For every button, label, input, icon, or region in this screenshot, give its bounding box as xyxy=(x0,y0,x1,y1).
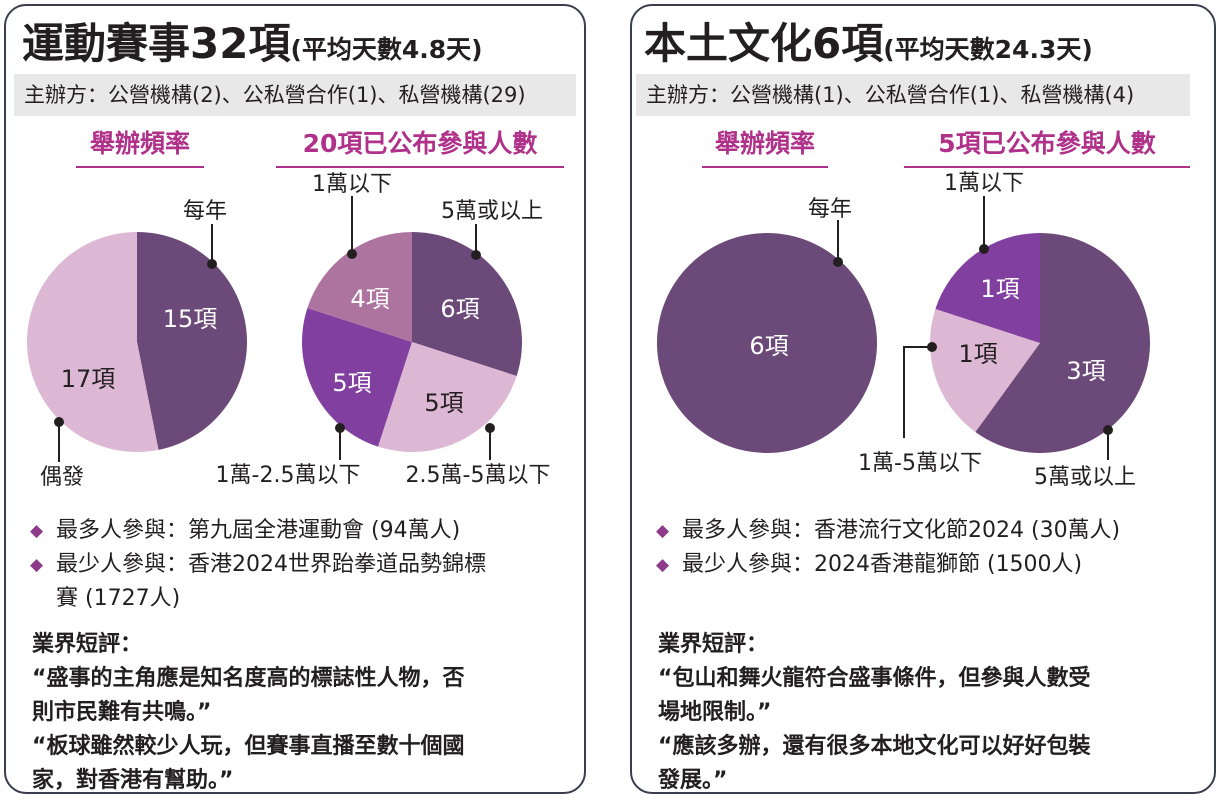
culture-frequency-category-label-0: 每年 xyxy=(808,197,852,222)
culture-frequency-leader-dot-0 xyxy=(833,257,843,267)
sports-highlights: ◆ 最多人參與：第九屆全港運動會 (94萬人) ◆ 最少人參與：香港2024世界跆拳… xyxy=(30,514,575,616)
sports-participants-category-label-0: 5萬或以上 xyxy=(441,199,543,224)
sports-frequency-category-label-0: 每年 xyxy=(183,199,227,224)
comment-line: 家，對香港有幫助。” xyxy=(32,768,234,793)
list-item: ◆ 最多人參與：香港流行文化節2024 (30萬人) xyxy=(656,514,1206,548)
culture-participants-slice-2 xyxy=(935,233,1040,343)
sports-participants-slice-2 xyxy=(302,308,412,447)
comment-line: 發展。” xyxy=(658,768,728,793)
culture-participants-value-label-0: 3項 xyxy=(1066,357,1105,385)
sports-participants-value-label-3: 4項 xyxy=(350,285,389,313)
sports-participants-value-label-0: 6項 xyxy=(440,295,479,323)
sports-title-main: 運動賽事32項 xyxy=(22,19,291,68)
list-item: ◆ 最多人參與：第九屆全港運動會 (94萬人) xyxy=(30,514,575,548)
sports-participants-slice-0 xyxy=(412,232,522,376)
culture-title-main: 本土文化6項 xyxy=(644,19,884,68)
culture-title-sub: (平均天數24.3天) xyxy=(883,35,1093,64)
comment-line: “盛事的主角應是知名度高的標誌性人物，否 xyxy=(32,666,465,691)
list-item: ◆ 最少人參與：香港2024世界跆拳道品勢錦標賽 (1727人) xyxy=(30,548,575,616)
sports-participants-leader-dot-0 xyxy=(471,250,481,260)
comments-heading: 業界短評： xyxy=(32,632,143,657)
sports-participants-category-label-2: 1萬-2.5萬以下 xyxy=(216,463,361,488)
sports-participants-slice-1 xyxy=(378,342,517,452)
culture-frequency-slice-0 xyxy=(657,233,877,453)
sports-chart2-heading: 20項已公布參與人數 xyxy=(276,124,564,168)
culture-chart1-heading: 舉辦頻率 xyxy=(702,124,828,168)
culture-highlights: ◆ 最多人參與：香港流行文化節2024 (30萬人) ◆ 最少人參與：2024香港龍… xyxy=(656,514,1206,582)
culture-participants-slice-1 xyxy=(929,309,1040,432)
sports-participants-slice-3 xyxy=(307,232,412,342)
sports-participants-leader-dot-3 xyxy=(347,249,357,259)
culture-participants-leader-dot-0 xyxy=(1103,425,1113,435)
culture-participants-leader-dot-1 xyxy=(927,342,937,352)
sports-title-sub: (平均天數4.8天) xyxy=(290,35,483,64)
diamond-bullet-icon: ◆ xyxy=(656,521,670,541)
sports-participants-category-label-1: 2.5萬-5萬以下 xyxy=(406,463,551,488)
sports-participants-leader-dot-2 xyxy=(335,423,345,433)
comment-line: “應該多辦，還有很多本地文化可以好好包裝 xyxy=(658,734,1091,759)
culture-participants-value-label-2: 1項 xyxy=(980,275,1019,303)
comment-line: 場地限制。” xyxy=(658,700,772,725)
sports-participants-category-label-3: 1萬以下 xyxy=(312,172,392,197)
culture-frequency-value-label-0: 6項 xyxy=(749,332,788,360)
sports-frequency-value-label-1: 17項 xyxy=(61,365,116,393)
sports-title: 運動賽事32項(平均天數4.8天) xyxy=(22,10,483,71)
comments-heading: 業界短評： xyxy=(658,632,769,657)
diamond-bullet-icon: ◆ xyxy=(656,555,670,575)
sports-frequency-value-label-0: 15項 xyxy=(163,305,218,333)
culture-participants-category-label-0: 5萬或以上 xyxy=(1034,465,1136,490)
comment-line: “包山和舞火龍符合盛事條件，但參與人數受 xyxy=(658,666,1091,691)
sports-organizer: 主辦方：公營機構(2)、公私營合作(1)、私營機構(29) xyxy=(14,74,576,116)
sports-frequency-slice-0 xyxy=(137,232,248,450)
diamond-bullet-icon: ◆ xyxy=(30,521,44,541)
sports-participants-value-label-1: 5項 xyxy=(424,389,463,417)
sports-chart1-heading: 舉辦頻率 xyxy=(76,124,204,168)
sports-frequency-leader-dot-1 xyxy=(54,417,64,427)
culture-title: 本土文化6項(平均天數24.3天) xyxy=(644,10,1093,71)
sports-frequency-slice-1 xyxy=(27,232,159,452)
sports-comments: 業界短評： “盛事的主角應是知名度高的標誌性人物，否 則市民難有共鳴。” “板球… xyxy=(32,628,577,798)
culture-participants-value-label-1: 1項 xyxy=(958,340,997,368)
culture-participants-category-label-1: 1萬-5萬以下 xyxy=(858,451,982,476)
comment-line: “板球雖然較少人玩，但賽事直播至數十個國 xyxy=(32,734,465,759)
culture-participants-leader-dot-2 xyxy=(979,244,989,254)
diamond-bullet-icon: ◆ xyxy=(30,555,44,575)
culture-participants-slice-0 xyxy=(975,233,1150,453)
culture-organizer: 主辦方：公營機構(1)、公私營合作(1)、私營機構(4) xyxy=(636,74,1190,116)
sports-frequency-leader-dot-0 xyxy=(207,259,217,269)
culture-chart2-heading: 5項已公布參與人數 xyxy=(904,124,1190,168)
list-item: ◆ 最少人參與：2024香港龍獅節 (1500人) xyxy=(656,548,1206,582)
culture-comments: 業界短評： “包山和舞火龍符合盛事條件，但參與人數受 場地限制。” “應該多辦，… xyxy=(658,628,1208,798)
sports-participants-value-label-2: 5項 xyxy=(332,369,371,397)
culture-participants-category-label-2: 1萬以下 xyxy=(944,171,1024,196)
comment-line: 則市民難有共鳴。” xyxy=(32,700,212,725)
sports-participants-leader-dot-1 xyxy=(485,423,495,433)
sports-frequency-category-label-1: 偶發 xyxy=(40,465,84,490)
culture-participants-leader-line-1 xyxy=(903,346,932,438)
